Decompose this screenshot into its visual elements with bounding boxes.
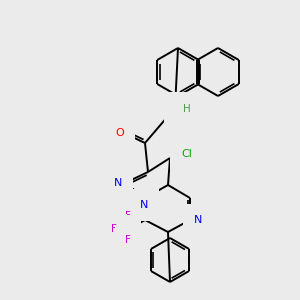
Text: N: N (194, 215, 202, 225)
Text: N: N (140, 200, 148, 210)
Text: O: O (116, 128, 124, 138)
Text: Cl: Cl (182, 149, 192, 159)
Text: N: N (114, 178, 122, 188)
Text: F: F (125, 211, 131, 221)
Text: H: H (183, 104, 191, 114)
Text: F: F (125, 235, 131, 245)
Text: N: N (175, 103, 183, 113)
Text: F: F (111, 224, 117, 234)
